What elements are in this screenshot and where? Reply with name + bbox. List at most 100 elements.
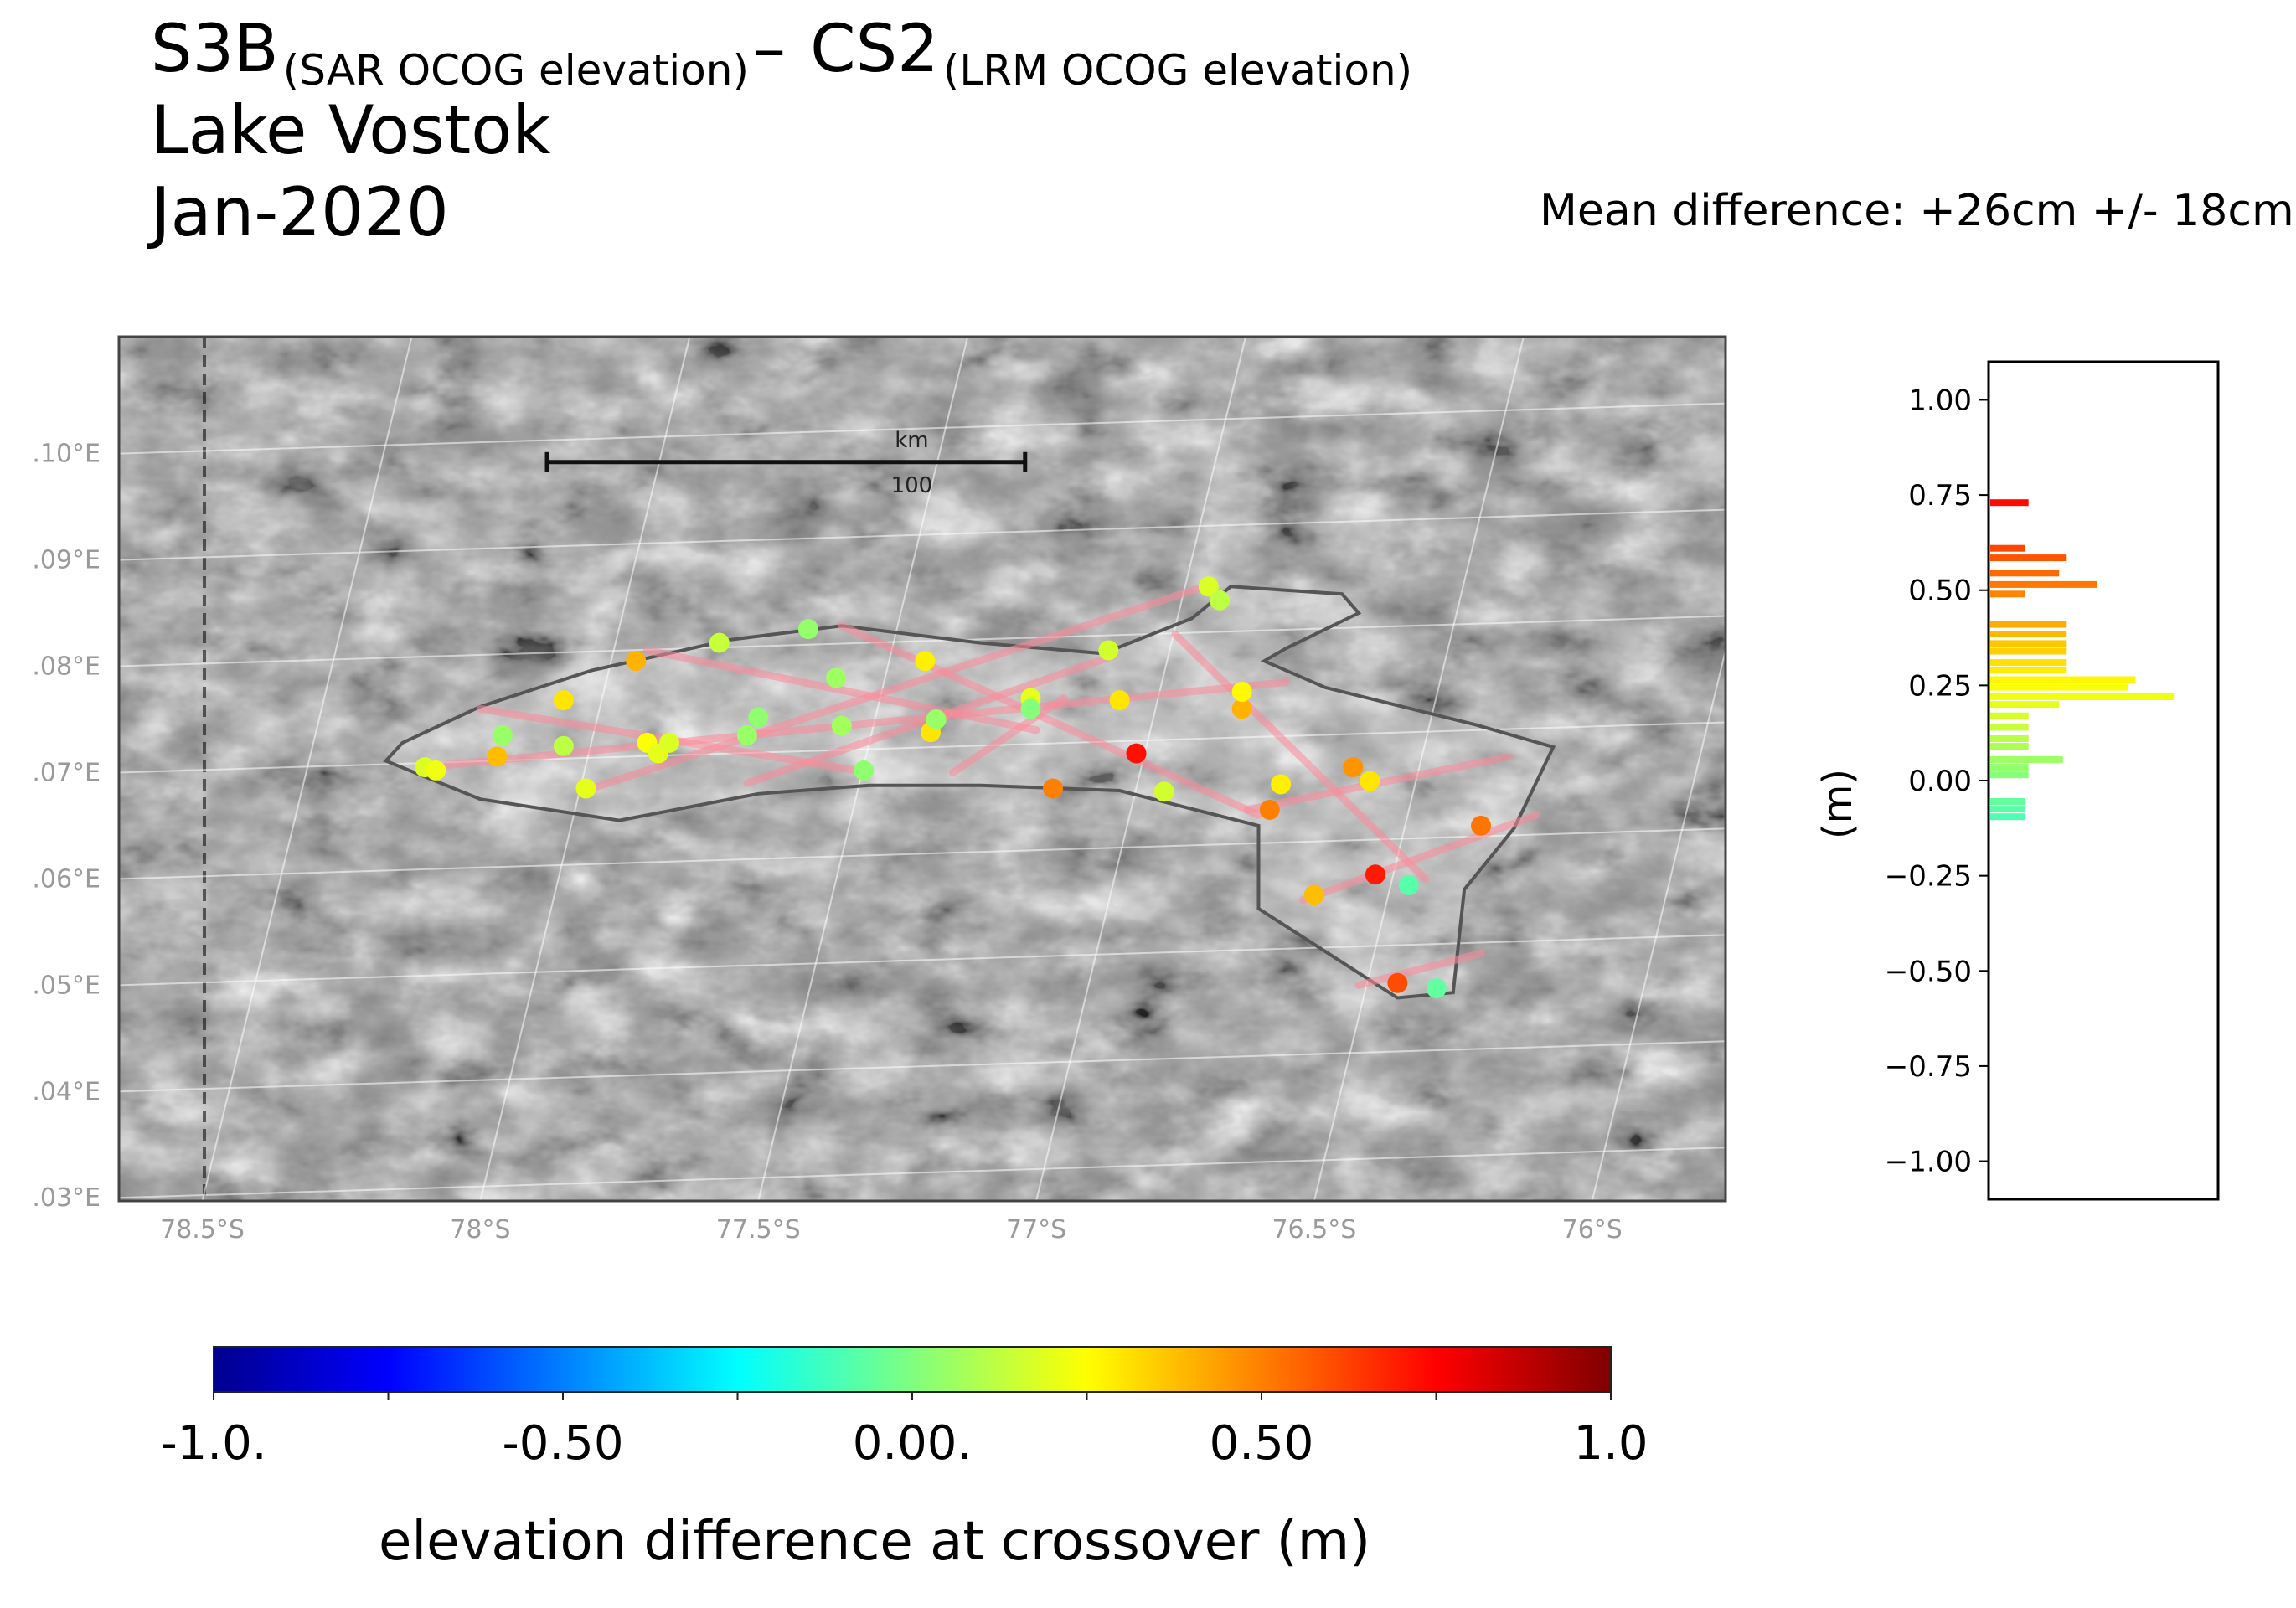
histogram-bar [1990,647,2067,655]
map-x-tick-label: 77.5°S [716,1215,801,1245]
title-line-1: S3B (SAR OCOG elevation) – CS2 (LRM OCOG… [151,17,1412,91]
title-cs2-sub: (LRM OCOG elevation) [942,46,1413,95]
crossover-point [1210,590,1231,611]
crossover-point [1126,743,1147,764]
colorbar-tick-label: 1.0 [1573,1416,1648,1471]
colorbar-tick-label: 0.50 [1210,1416,1314,1471]
crossover-point [487,746,508,767]
graticule-meridian-4 [1313,337,1525,1201]
crossover-point [1343,757,1364,778]
map-x-tick-label: 76°S [1562,1215,1623,1245]
histogram-bar [1990,701,2060,709]
crossover-point [659,732,679,753]
histogram-bar [1990,580,2097,588]
graticule-parallel-3 [119,827,1726,880]
histogram-bar [1990,570,2060,577]
crossover-point [1365,864,1385,885]
histogram-bar [1990,756,2063,763]
histogram-bar [1990,693,2175,700]
crossover-point [1231,682,1252,702]
crossover-point [915,651,936,672]
crossover-point [926,709,947,729]
map-x-tick-label: 77°S [1006,1215,1066,1245]
histogram-bar [1990,544,2025,552]
crossover-point [1471,815,1491,836]
histogram-tick-label: −0.50 [1885,955,1972,988]
satellite-track [587,579,1218,792]
histogram-bar [1990,764,2029,771]
graticule-parallel-6 [119,508,1726,561]
crossover-point [492,725,513,745]
location-title: Lake Vostok [151,91,551,169]
map-x-tick-labels: 78.5°S 78°S 77.5°S 77°S 76.5°S 76°S [160,1215,1623,1245]
histogram-bar [1990,554,2067,562]
graticule-parallel-4 [119,721,1726,774]
crossover-point [1303,884,1324,905]
map-y-tick-label: .05°E [32,971,101,1000]
scale-bar-unit: km [895,428,928,453]
colorbar-tick-label: 0.00. [853,1416,973,1471]
colorbar-gradient [213,1346,1612,1393]
histogram-bar [1990,735,2029,742]
scale-bar: km 100 [544,428,1028,498]
graticule-meridian-5 [1591,647,1726,1201]
histogram-y-ticks: 1.00 0.75 0.50 0.25 0.00 −0.25 −0.50 −0.75 −1.00 [1885,384,1989,1179]
histogram-bar [1990,724,2029,731]
mean-difference-label: Mean difference: +26cm +/- 18cm [1540,186,2294,236]
map-y-tick-label: .09°E [32,546,101,575]
colorbar: -1.0. -0.50 0.00. 0.50 1.0 elevation differe… [160,1346,1648,1573]
graticule-parallel-5 [119,615,1726,667]
colorbar-tick-label: -1.0. [160,1416,266,1471]
graticule-parallel-0 [119,1147,1726,1199]
histogram-bar [1990,743,2029,750]
crossover-point [575,778,596,799]
title-block: S3B (SAR OCOG elevation) – CS2 (LRM OCOG… [151,17,1412,246]
histogram-tick-label: 0.25 [1908,669,1972,703]
satellite-track [642,646,1040,734]
satellite-track [838,621,1263,819]
colorbar-ticks: -1.0. -0.50 0.00. 0.50 1.0 [160,1392,1648,1471]
crossover-point [1043,778,1063,799]
histogram-tick-label: 0.00 [1908,765,1972,798]
histogram-bar [1990,676,2136,683]
lake-outline [383,585,1556,1000]
map-x-tick-label: 78.5°S [160,1215,245,1245]
colorbar-tick-label: -0.50 [503,1416,624,1471]
map-y-tick-label: .07°E [32,758,101,787]
title-cs2: CS2 [810,12,939,87]
graticule-parallel-7 [119,402,1726,455]
crossover-point [1098,640,1119,661]
histogram-bar [1990,659,2067,667]
crossover-point [826,667,847,688]
histogram-tick-label: −1.00 [1885,1146,1972,1179]
crossover-point [797,619,818,640]
histogram-bar [1990,590,2025,598]
histogram-bar [1990,798,2025,805]
crossover-point [1398,875,1419,895]
map-y-tick-label: .08°E [32,652,101,682]
crossover-point [553,690,574,711]
crossover-point [709,632,730,653]
map-x-tick-label: 76.5°S [1272,1215,1356,1245]
histogram-tick-label: 0.75 [1908,479,1972,513]
histogram-bar [1990,621,2067,628]
histogram-bar [1990,631,2067,637]
satellite-track [1299,811,1540,904]
crossover-point [1198,576,1219,597]
histogram-frame [1987,360,2220,1201]
crossover-point [854,760,875,781]
map-x-tick-label: 78°S [450,1215,510,1245]
histogram-bar [1990,712,2029,719]
scale-bar-value: 100 [891,473,933,498]
crossover-points [415,576,1491,999]
histogram-bar [1990,667,2067,674]
crossover-point [1153,781,1174,802]
histogram-tick-label: −0.25 [1885,860,1972,894]
crossover-point [1387,972,1408,993]
crossover-map: km 100 [119,337,1726,1201]
histogram-bars [1990,499,2175,821]
graticule-meridian-3 [1035,337,1247,1201]
title-separator: – [753,12,787,87]
crossover-point [1020,698,1041,719]
